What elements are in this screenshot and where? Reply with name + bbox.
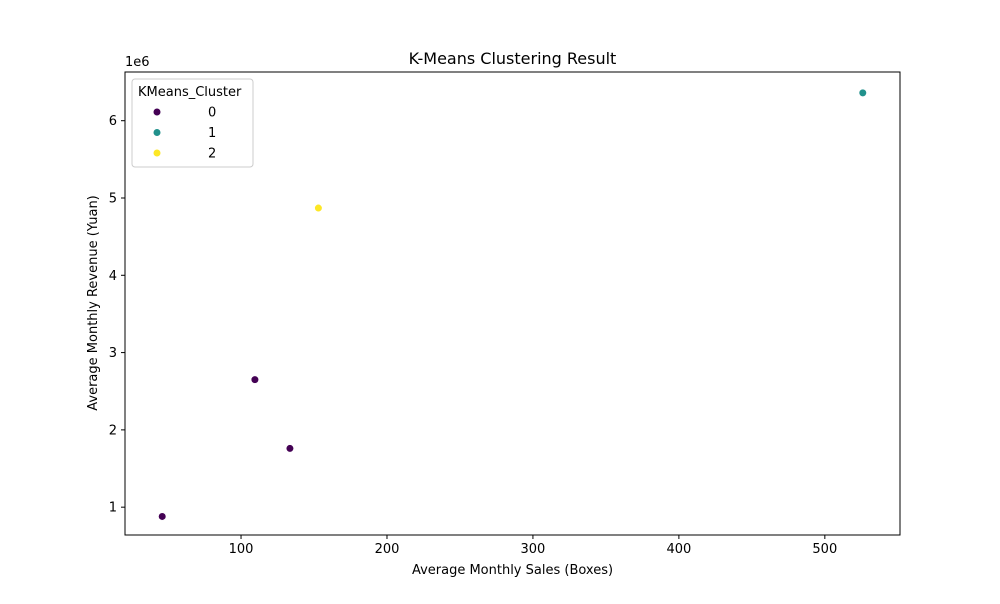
legend-marker — [152, 128, 162, 137]
legend-title: KMeans_Cluster — [138, 85, 242, 100]
legend-entries: 0 1 2 — [152, 106, 216, 162]
data-point-cluster-2 — [314, 203, 323, 213]
data-point-cluster-0 — [285, 444, 295, 453]
legend: KMeans_Cluster 0 1 2 — [131, 78, 254, 168]
y-tick-label: 2 — [109, 423, 117, 438]
legend-marker — [152, 107, 162, 117]
plot-area-frame — [124, 71, 901, 536]
legend-label: 2 — [208, 147, 216, 162]
data-point-cluster-0 — [158, 512, 167, 521]
y-axis-label: Average Monthly Revenue (Yuan) — [86, 195, 101, 410]
legend-label: 1 — [208, 126, 216, 141]
legend-label: 0 — [208, 106, 216, 121]
x-axis-label: Average Monthly Sales (Boxes) — [412, 563, 613, 578]
chart-title: K-Means Clustering Result — [409, 49, 617, 68]
legend-marker — [152, 148, 162, 158]
x-tick-label: 500 — [812, 542, 837, 557]
y-tick-label: 1 — [109, 501, 117, 516]
x-tick-label: 100 — [229, 542, 254, 557]
data-point-cluster-0 — [250, 375, 259, 384]
data-points — [158, 88, 867, 521]
y-tick-label: 4 — [109, 269, 117, 284]
y-tick-label: 5 — [109, 191, 117, 206]
x-tick-label: 200 — [375, 542, 400, 557]
y-tick-label: 6 — [109, 114, 117, 129]
x-tick-label: 300 — [521, 542, 546, 557]
y-tick-label: 3 — [109, 346, 117, 361]
y-offset-label: 1e6 — [125, 55, 150, 70]
data-point-cluster-1 — [858, 88, 867, 97]
axis-ticks: 100 200 300 400 500 1 2 3 4 5 6 — [109, 114, 838, 557]
legend-box — [131, 78, 254, 168]
x-tick-label: 400 — [666, 542, 691, 557]
